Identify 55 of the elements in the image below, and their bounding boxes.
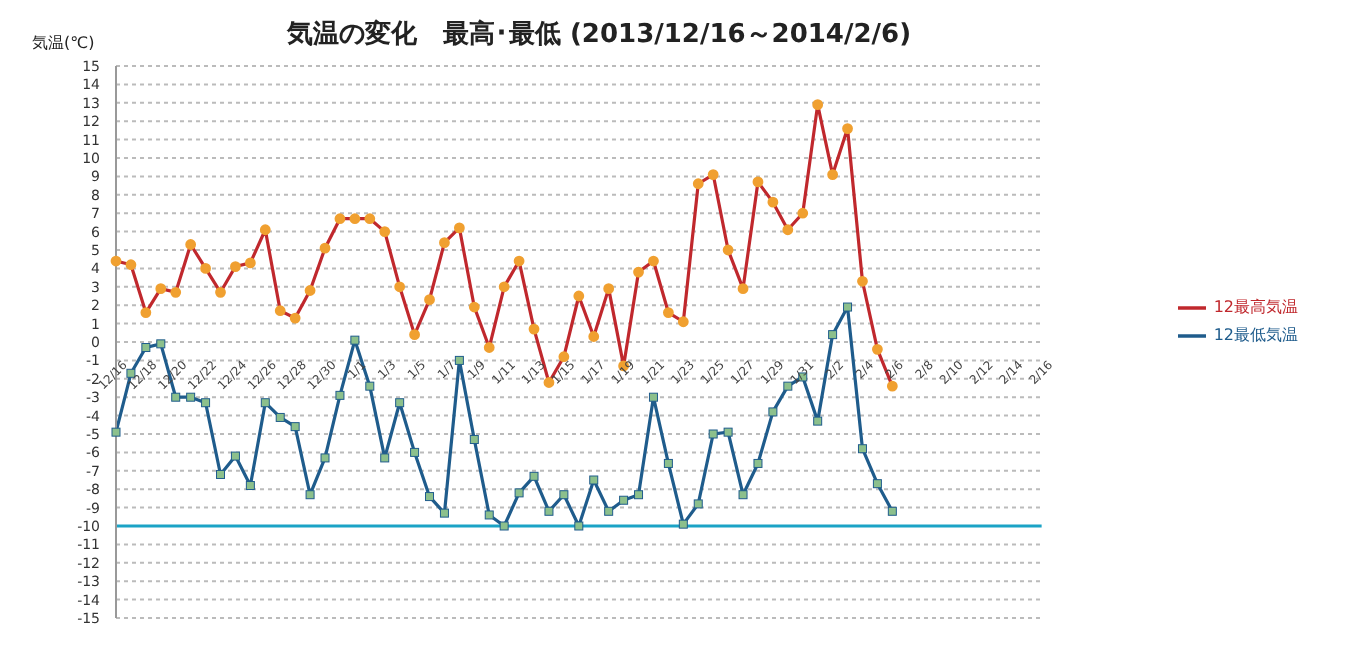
point (469, 435, 479, 445)
legend-label: 12最高気温 (1213, 298, 1298, 317)
point (305, 490, 315, 500)
point (559, 490, 569, 500)
point (529, 471, 539, 481)
point (320, 453, 330, 463)
point (439, 508, 449, 518)
point (335, 390, 345, 400)
point (186, 392, 196, 402)
point (380, 453, 390, 463)
point (245, 481, 255, 491)
point (604, 506, 614, 516)
point (738, 490, 748, 500)
point (111, 427, 121, 437)
point (484, 510, 494, 520)
point (843, 302, 853, 312)
point (216, 469, 226, 479)
point (395, 398, 405, 408)
point (887, 506, 897, 516)
point (425, 492, 435, 502)
point (857, 444, 867, 454)
point (693, 499, 703, 509)
point (410, 447, 420, 457)
point (708, 429, 718, 439)
point (514, 488, 524, 498)
point (290, 422, 300, 432)
point (753, 458, 763, 468)
point (365, 381, 375, 391)
point (201, 398, 211, 408)
point (589, 475, 599, 485)
point (813, 416, 823, 426)
point (783, 381, 793, 391)
point (544, 506, 554, 516)
point (156, 339, 166, 349)
point (171, 392, 181, 402)
point (723, 427, 733, 437)
point (619, 495, 629, 505)
point (828, 330, 838, 340)
point (574, 521, 584, 531)
point (678, 519, 688, 529)
point (275, 412, 285, 422)
point (454, 355, 464, 365)
point (230, 451, 240, 461)
point (499, 521, 509, 531)
point (141, 343, 151, 353)
point (648, 392, 658, 402)
legend-label: 12最低気温 (1213, 326, 1298, 345)
point (634, 490, 644, 500)
point (350, 335, 360, 345)
point (768, 407, 778, 417)
chart-title: 気温の変化 最高･最低 (2013/12/16～2014/2/6) (286, 20, 912, 50)
point (260, 398, 270, 408)
point (663, 458, 673, 468)
point (872, 479, 882, 489)
y-axis-title: 気温(℃) (32, 32, 95, 54)
